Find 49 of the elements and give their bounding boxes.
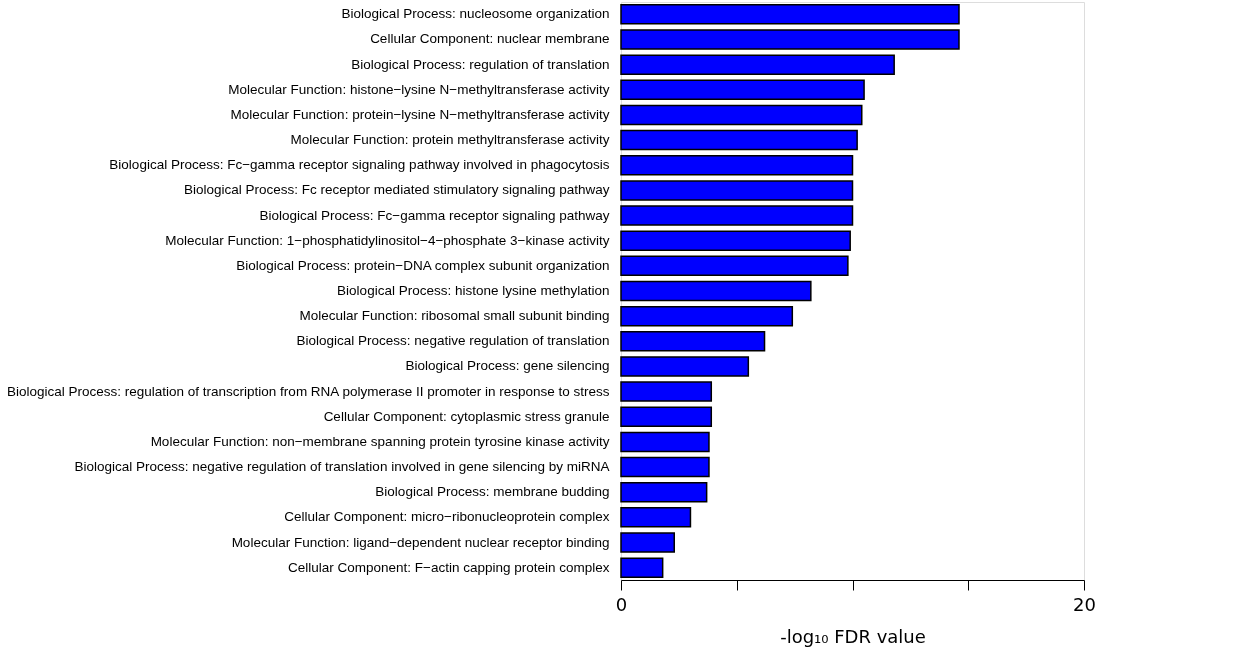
- bar: [620, 29, 960, 50]
- y-tick-label: Cellular Component: nuclear membrane: [370, 31, 610, 47]
- bar: [620, 129, 858, 151]
- bar: [620, 104, 863, 126]
- x-tick-label: 20: [1073, 593, 1096, 615]
- y-tick-label: Biological Process: histone lysine methylation: [337, 283, 610, 298]
- y-tick-label: Biological Process: Fc−gamma receptor signaling pathway involved in phagocytosis: [109, 157, 610, 173]
- y-tick-label: Biological Process: protein−DNA complex subunit organization: [236, 257, 610, 273]
- bar: [620, 205, 854, 226]
- bar: [620, 54, 895, 75]
- bar: [620, 154, 854, 176]
- bar: [620, 255, 849, 277]
- bar: [620, 79, 865, 101]
- bar: [620, 456, 710, 478]
- y-tick-label: Molecular Function: non−membrane spanning protein tyrosine kinase activity: [150, 433, 610, 449]
- bar: [620, 431, 710, 453]
- y-tick-label: Molecular Function: ligand−dependent nuclear receptor binding: [231, 534, 610, 550]
- bar: [620, 331, 766, 352]
- y-tick-label: Biological Process: regulation of translation: [351, 56, 610, 72]
- bar: [620, 4, 960, 25]
- bar: [620, 381, 713, 402]
- y-tick-label: Biological Process: Fc−gamma receptor signaling pathway: [259, 207, 610, 223]
- y-tick-label: Biological Process: membrane budding: [375, 484, 610, 500]
- bar: [620, 532, 675, 553]
- y-tick-label: Molecular Function: protein−lysine N−methyltransferase activity: [230, 106, 610, 122]
- bar: [620, 280, 812, 302]
- x-tick-label: 0: [615, 593, 628, 615]
- bar: [620, 180, 854, 201]
- y-tick-label: Cellular Component: micro−ribonucleoprotein complex: [284, 509, 610, 525]
- bar: [620, 230, 851, 251]
- y-tick-label: Biological Process: Fc receptor mediated stimulatory signaling pathway: [184, 182, 610, 198]
- y-tick-label: Molecular Function: histone−lysine N−methyltransferase activity: [228, 81, 610, 97]
- y-tick-label: Molecular Function: ribosomal small subunit binding: [299, 308, 610, 324]
- bar: [620, 356, 750, 377]
- y-tick-label: Biological Process: negative regulation of translation: [296, 333, 610, 349]
- y-tick-label: Biological Process: nucleosome organization: [341, 6, 610, 22]
- y-tick-label: Molecular Function: 1−phosphatidylinositol−4−phosphate 3−kinase activity: [165, 232, 610, 248]
- bar: [620, 305, 794, 327]
- bar: [620, 481, 708, 503]
- bar: [620, 406, 713, 428]
- y-tick-label: Biological Process: negative regulation of translation involved in gene silencing by miRNA: [74, 459, 610, 475]
- bar: [620, 507, 692, 528]
- y-tick-label: Cellular Component: F−actin capping protein complex: [287, 559, 610, 575]
- y-tick-label: Biological Process: regulation of transcription from RNA polymerase II promoter in response to stress: [6, 383, 610, 399]
- bar: [620, 557, 664, 578]
- x-axis-title: -log₁₀ FDR value: [780, 625, 926, 647]
- y-tick-label: Molecular Function: protein methyltransferase activity: [290, 132, 610, 148]
- y-tick-label: Biological Process: gene silencing: [405, 358, 610, 374]
- y-tick-label: Cellular Component: cytoplasmic stress granule: [323, 408, 610, 424]
